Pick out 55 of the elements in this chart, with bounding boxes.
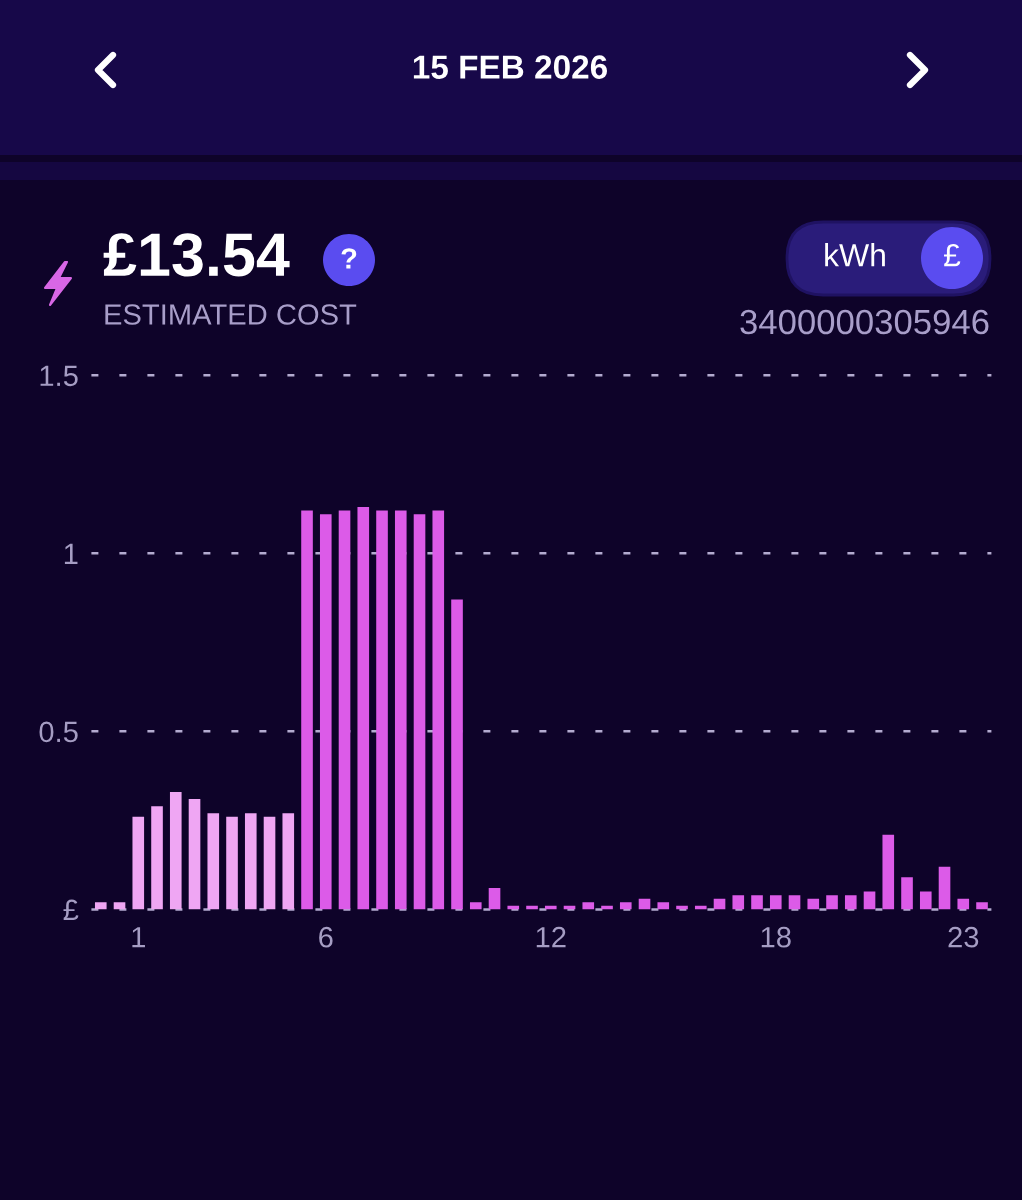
bar bbox=[338, 510, 351, 910]
bar bbox=[282, 813, 295, 910]
bar bbox=[319, 514, 332, 910]
bar bbox=[826, 895, 838, 910]
bar bbox=[432, 510, 445, 910]
bar bbox=[394, 510, 407, 910]
bar bbox=[957, 898, 970, 910]
bar bbox=[376, 510, 388, 910]
bar bbox=[901, 877, 913, 910]
y-tick-label: 1 bbox=[64, 543, 78, 564]
text: £ bbox=[944, 243, 961, 267]
bar bbox=[751, 895, 763, 910]
bar bbox=[451, 599, 463, 910]
bar bbox=[882, 834, 895, 910]
bar bbox=[207, 813, 220, 910]
bar bbox=[413, 514, 426, 910]
bar bbox=[244, 813, 257, 910]
bar bbox=[976, 902, 988, 910]
bar bbox=[226, 816, 238, 910]
chart-title: 15 FEB 2026 bbox=[413, 55, 608, 79]
bar bbox=[132, 816, 145, 910]
bar bbox=[263, 816, 276, 910]
text: kWh bbox=[825, 243, 885, 267]
bar bbox=[938, 866, 951, 910]
bar bbox=[844, 895, 857, 910]
x-tick-label: 6 bbox=[319, 926, 333, 948]
text: £13.54 bbox=[103, 233, 290, 277]
bar bbox=[113, 902, 126, 910]
bar bbox=[357, 507, 370, 910]
x-tick-label: 18 bbox=[761, 926, 791, 948]
bar bbox=[582, 902, 595, 910]
bar bbox=[188, 799, 201, 910]
bar bbox=[488, 888, 501, 910]
bar bbox=[469, 902, 482, 910]
bar bbox=[919, 891, 932, 910]
bar bbox=[732, 895, 745, 910]
bar bbox=[151, 806, 163, 910]
text: ESTIMATED COST bbox=[105, 304, 357, 325]
bar bbox=[619, 902, 632, 910]
bar bbox=[657, 902, 670, 910]
bar bbox=[863, 891, 876, 910]
bar bbox=[301, 510, 313, 910]
x-tick-label: 12 bbox=[536, 926, 566, 948]
bar bbox=[807, 898, 820, 910]
x-tick-label: 1 bbox=[132, 927, 145, 948]
text: 3400000305946 bbox=[740, 309, 989, 335]
bar bbox=[94, 902, 107, 910]
bar bbox=[169, 791, 182, 910]
bar bbox=[769, 895, 782, 910]
bar bbox=[788, 895, 801, 910]
text: ? bbox=[341, 248, 357, 269]
y-tick-label: 0.5 bbox=[39, 721, 78, 743]
y-tick-label: 1.5 bbox=[40, 365, 78, 387]
y-tick-label: £ bbox=[63, 899, 79, 920]
x-tick-label: 23 bbox=[948, 926, 979, 948]
